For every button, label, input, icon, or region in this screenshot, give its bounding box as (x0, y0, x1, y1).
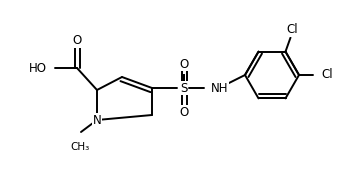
Text: Cl: Cl (321, 68, 333, 81)
Text: NH: NH (211, 81, 228, 94)
Text: CH₃: CH₃ (70, 142, 90, 152)
Text: N: N (92, 113, 101, 126)
Text: S: S (180, 81, 188, 94)
Text: O: O (179, 106, 188, 119)
Text: Cl: Cl (287, 23, 298, 36)
Text: O: O (179, 57, 188, 70)
Text: O: O (72, 35, 82, 48)
Text: HO: HO (29, 61, 47, 74)
